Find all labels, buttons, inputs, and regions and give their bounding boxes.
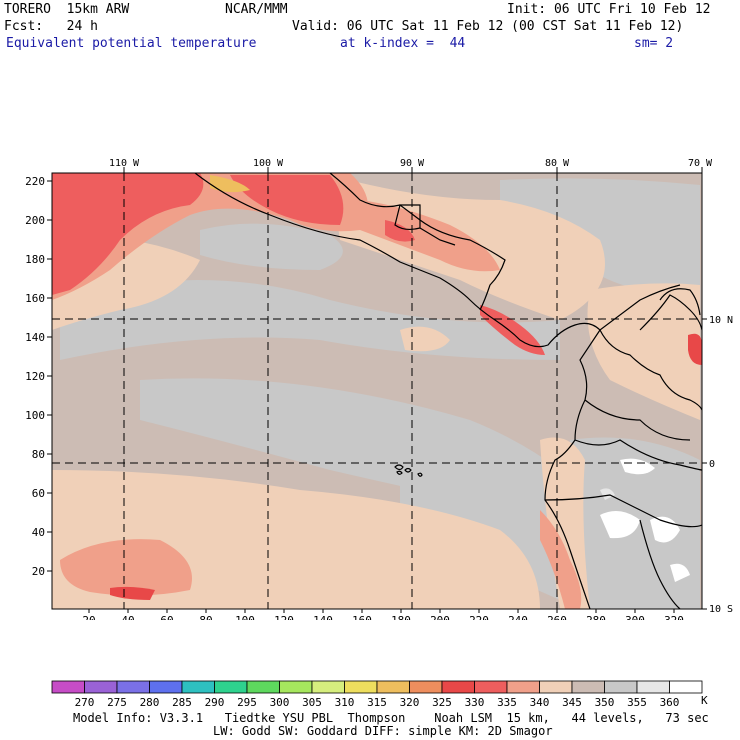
lon-label: 70 W (688, 158, 713, 169)
bottom-ticks: 20 40 60 80 100 120 140 160 180 200 220 240 260 280 30… (82, 609, 684, 627)
top-ticks (123, 167, 703, 173)
colorbar-unit: K (701, 694, 708, 707)
y-tick-label: 140 (25, 331, 45, 344)
x-tick-label: 280 (586, 614, 606, 620)
y-tick-label: 60 (32, 487, 45, 500)
colorbar-label: 310 (335, 696, 355, 709)
x-tick-label: 120 (274, 614, 294, 620)
x-tick-label: 20 (82, 614, 95, 620)
colorbar-swatch (51, 680, 85, 694)
colorbar-swatch (84, 680, 118, 694)
lon-label: 90 W (400, 158, 425, 169)
right-ticks (702, 318, 707, 610)
colorbar-label: 280 (140, 696, 160, 709)
map-panel: 110 W 100 W 90 W 80 W 70 W 10 N 0 10 S 2… (0, 150, 740, 627)
colorbar-swatch (214, 680, 248, 694)
left-ticks: 220 200 180 160 140 120 100 80 60 40 20 (25, 175, 52, 578)
level-info: at k-index = 44 (340, 36, 466, 51)
colorbar-label: 320 (400, 696, 420, 709)
model-name: TORERO 15km ARW (4, 2, 130, 17)
colorbar-label: 340 (530, 696, 550, 709)
colorbar-label: 360 (660, 696, 680, 709)
colorbar-label: 350 (595, 696, 615, 709)
y-tick-label: 160 (25, 292, 45, 305)
colorbar-label: 355 (627, 696, 647, 709)
plot-frame (51, 172, 703, 610)
colorbar-swatch (181, 680, 215, 694)
lat-label: 10 N (709, 315, 733, 326)
smoothing-info: sm= 2 (634, 36, 674, 51)
theta-e-field (52, 173, 702, 609)
model-info: Model Info: V3.3.1 Tiedtke YSU PBL Thomp… (73, 711, 709, 725)
y-tick-label: 200 (25, 214, 45, 227)
colorbar-swatch (344, 680, 378, 694)
colorbar-swatch (409, 680, 443, 694)
field-name: Equivalent potential temperature (6, 36, 257, 51)
colorbar-label: 305 (302, 696, 322, 709)
y-tick-label: 100 (25, 409, 45, 422)
colorbar-label: 325 (432, 696, 452, 709)
colorbar-label: 335 (497, 696, 517, 709)
colorbar: 270 275 280 285 290 295 300 305 310 315 320 325 330 3… (51, 680, 708, 709)
colorbar-swatch (669, 680, 703, 694)
x-tick-label: 260 (547, 614, 567, 620)
colorbar-swatch (376, 680, 410, 694)
colorbar-swatch (441, 680, 475, 694)
lon-label: 80 W (545, 158, 570, 169)
colorbar-label: 345 (562, 696, 582, 709)
y-tick-label: 20 (32, 565, 45, 578)
colorbar-swatch (506, 680, 540, 694)
lat-label: 0 (709, 459, 715, 470)
colorbar-label: 290 (205, 696, 225, 709)
map-svg: 110 W 100 W 90 W 80 W 70 W 10 N 0 10 S 2… (25, 158, 733, 627)
y-tick-label: 220 (25, 175, 45, 188)
colorbar-label: 285 (172, 696, 192, 709)
colorbar-swatch (246, 680, 280, 694)
x-tick-label: 140 (313, 614, 333, 620)
colorbar-label: 295 (237, 696, 257, 709)
x-tick-label: 60 (160, 614, 173, 620)
coastlines (194, 173, 702, 609)
lat-label: 10 S (709, 604, 733, 615)
physics-info: LW: Godd SW: Goddard DIFF: simple KM: 2D… (213, 724, 553, 738)
x-tick-label: 160 (352, 614, 372, 620)
forecast-hour: Fcst: 24 h (4, 19, 98, 34)
y-tick-label: 40 (32, 526, 45, 539)
x-tick-label: 240 (508, 614, 528, 620)
x-tick-label: 200 (430, 614, 450, 620)
valid-time: Valid: 06 UTC Sat 11 Feb 12 (00 CST Sat … (292, 19, 684, 34)
colorbar-swatch (636, 680, 670, 694)
x-tick-label: 300 (625, 614, 645, 620)
x-tick-label: 80 (199, 614, 212, 620)
x-tick-label: 40 (121, 614, 134, 620)
init-time: Init: 06 UTC Fri 10 Feb 12 (507, 2, 711, 17)
x-tick-label: 180 (391, 614, 411, 620)
colorbar-label: 270 (75, 696, 95, 709)
colorbar-swatch (279, 680, 313, 694)
y-tick-label: 80 (32, 448, 45, 461)
x-tick-label: 320 (664, 614, 684, 620)
colorbar-label: 315 (367, 696, 387, 709)
colorbar-label: 275 (107, 696, 127, 709)
y-tick-label: 180 (25, 253, 45, 266)
colorbar-label: 330 (465, 696, 485, 709)
y-tick-label: 120 (25, 370, 45, 383)
x-tick-label: 220 (469, 614, 489, 620)
x-tick-label: 100 (235, 614, 255, 620)
colorbar-swatch (311, 680, 345, 694)
lat-lon-grid (52, 173, 702, 609)
lon-label: 110 W (109, 158, 140, 169)
lon-label: 100 W (253, 158, 284, 169)
center-name: NCAR/MMM (225, 2, 288, 17)
colorbar-swatch (539, 680, 573, 694)
colorbar-swatch (571, 680, 605, 694)
colorbar-swatch (604, 680, 638, 694)
colorbar-swatch (149, 680, 183, 694)
colorbar-label: 300 (270, 696, 290, 709)
colorbar-swatch (116, 680, 150, 694)
colorbar-swatch (474, 680, 508, 694)
